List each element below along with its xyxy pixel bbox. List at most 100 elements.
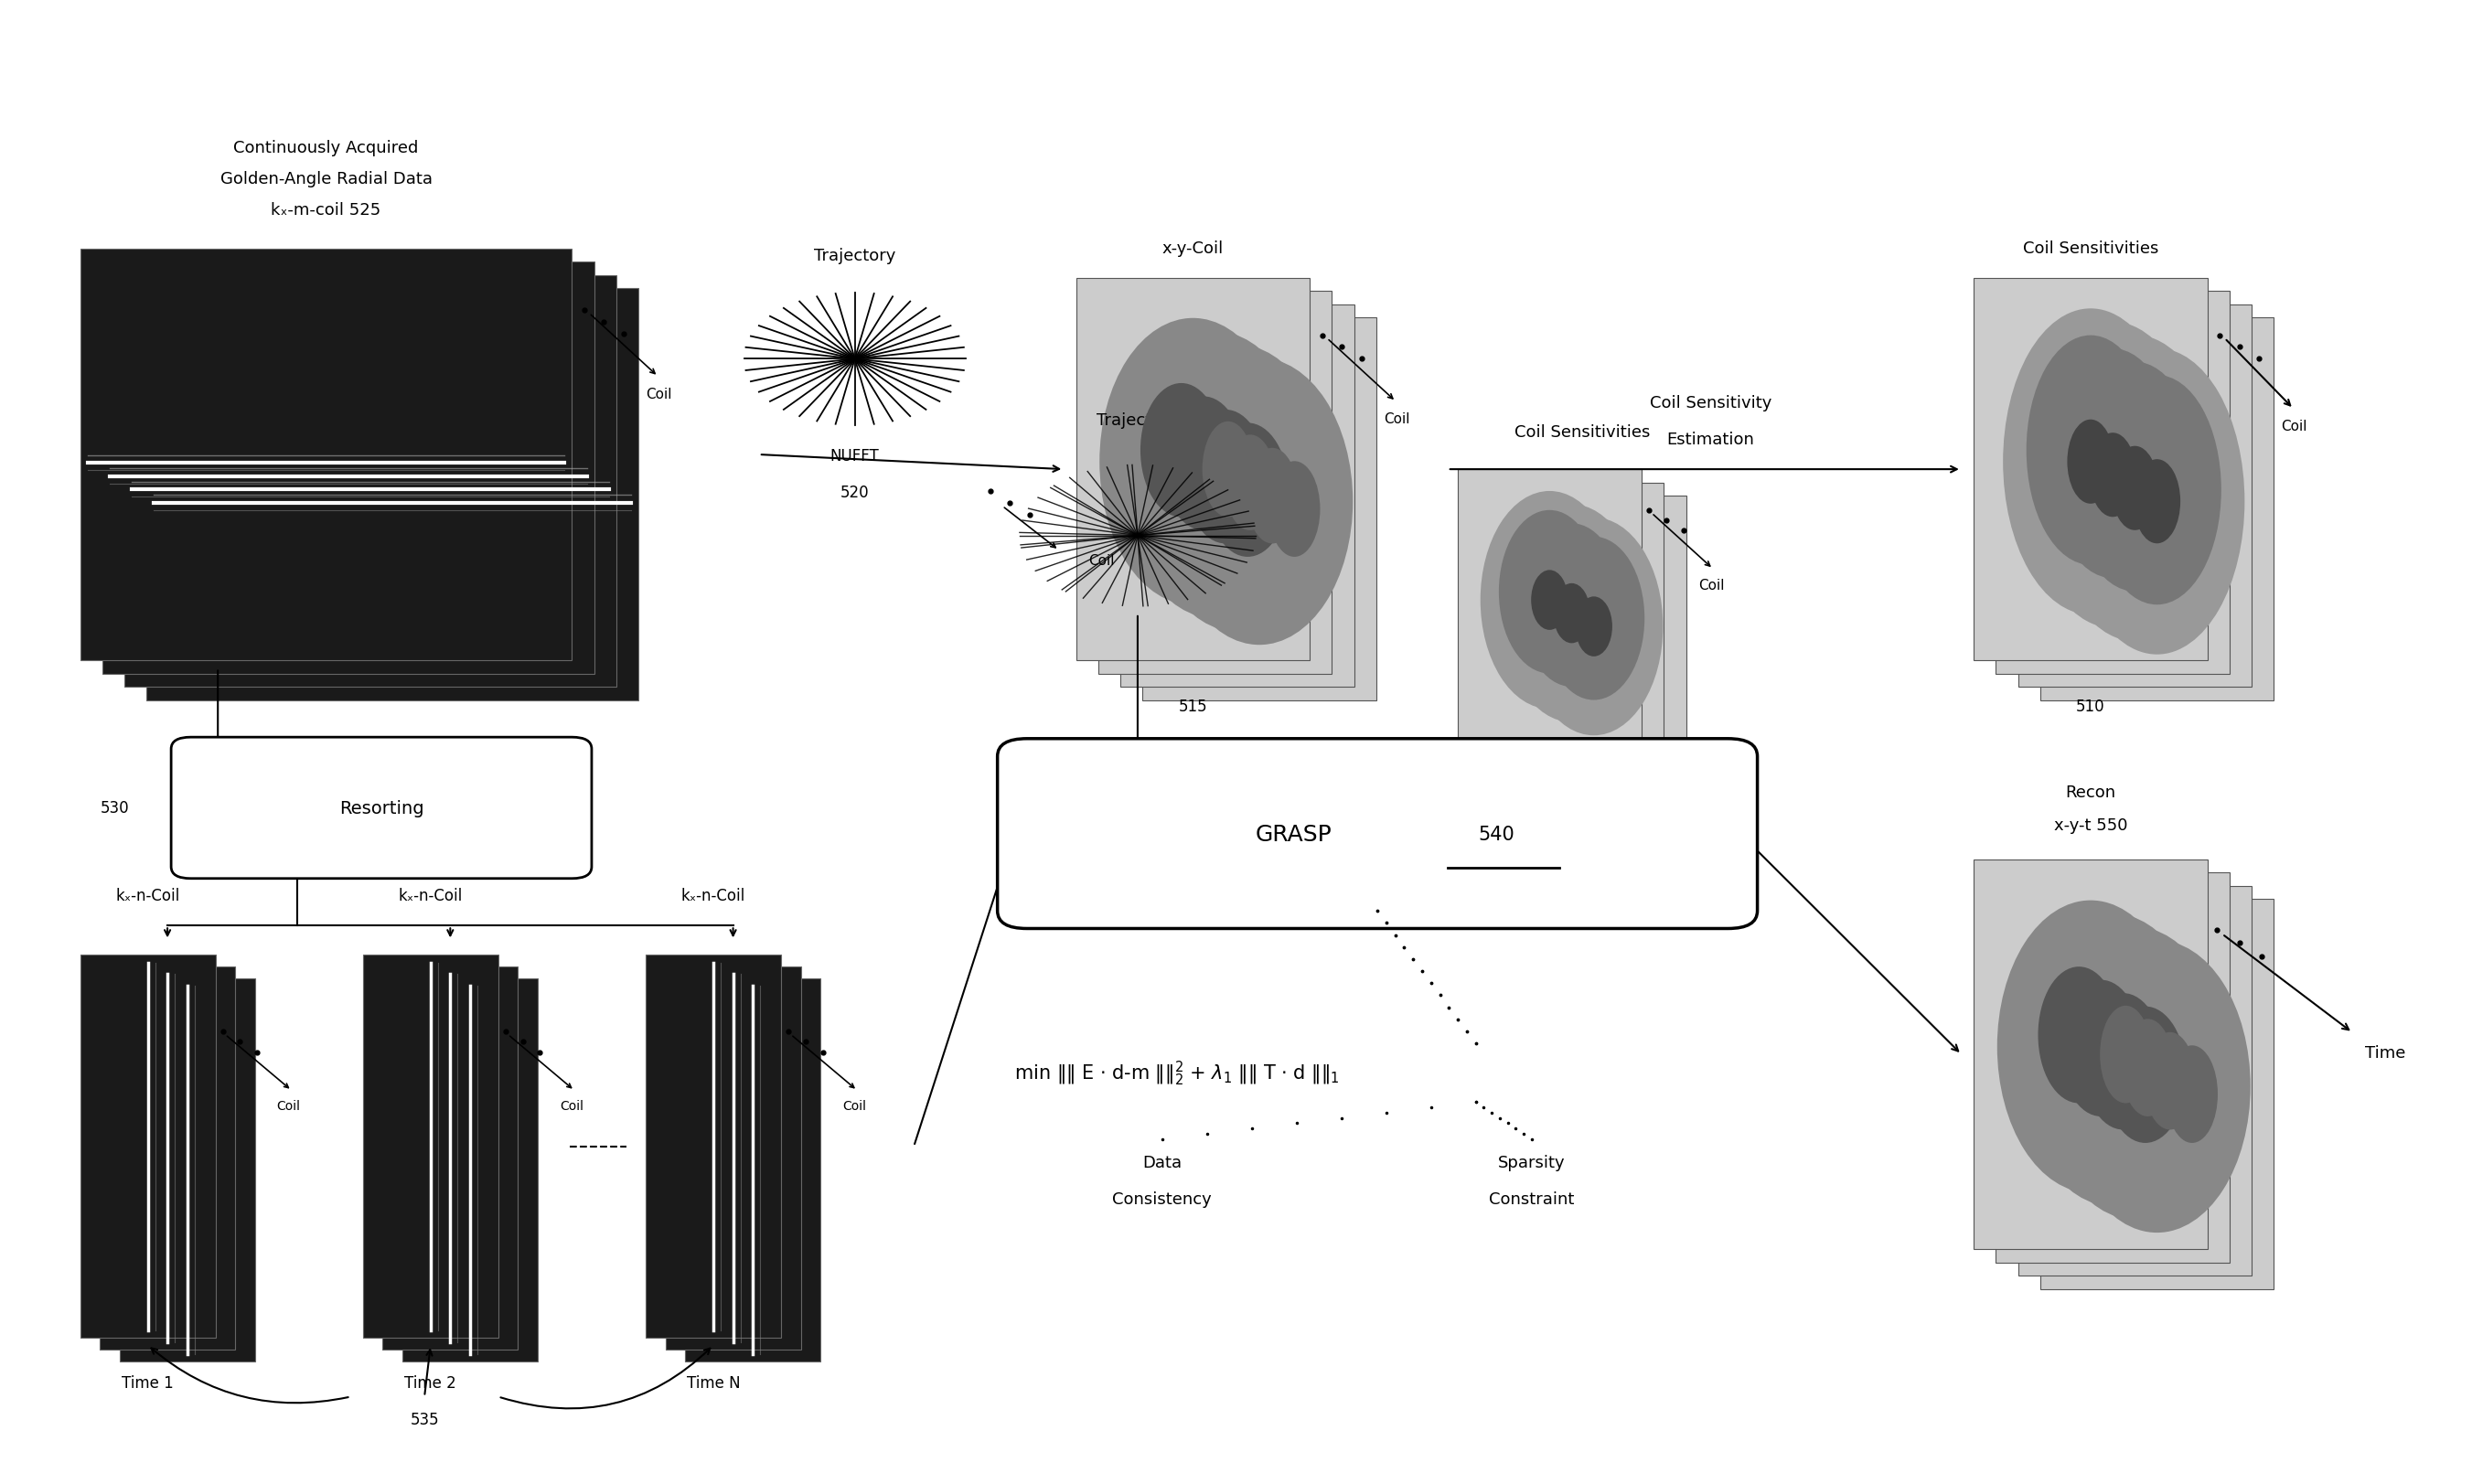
Text: min $\|\|$ E $\cdot$ d-m $\|\|_2^2$ + $\lambda_1$ $\|\|$ T $\cdot$ d $\|\|_1$: min $\|\|$ E $\cdot$ d-m $\|\|_2^2$ + $\… [1014, 1058, 1340, 1088]
Text: x-y-t 550: x-y-t 550 [2054, 816, 2128, 833]
Text: Trajectory: Trajectory [1098, 413, 1179, 429]
Text: 540: 540 [1478, 825, 1515, 843]
Text: Time 2: Time 2 [405, 1374, 457, 1391]
Ellipse shape [1140, 384, 1221, 518]
Text: Time 1: Time 1 [121, 1374, 173, 1391]
Bar [146, 289, 638, 700]
Bar [1995, 292, 2230, 674]
Ellipse shape [2072, 362, 2200, 592]
Ellipse shape [2037, 968, 2121, 1104]
Bar [403, 979, 536, 1361]
Ellipse shape [1575, 597, 1612, 657]
Ellipse shape [2143, 1033, 2195, 1129]
Ellipse shape [2094, 375, 2222, 605]
Ellipse shape [1246, 448, 1298, 545]
Ellipse shape [2121, 1020, 2173, 1116]
Text: 515: 515 [1179, 697, 1206, 714]
Ellipse shape [1122, 332, 1308, 619]
Text: x-y-Coil: x-y-Coil [1162, 240, 1224, 257]
Ellipse shape [2064, 941, 2250, 1233]
Ellipse shape [2042, 928, 2227, 1220]
Text: Coil: Coil [559, 1100, 583, 1113]
Ellipse shape [1552, 583, 1589, 644]
Bar [2039, 899, 2274, 1290]
Text: Coil Sensitivities: Coil Sensitivities [2022, 240, 2158, 257]
Text: Coil Sensitivity: Coil Sensitivity [1649, 395, 1772, 411]
Text: Consistency: Consistency [1112, 1190, 1211, 1206]
Text: Coil: Coil [277, 1100, 302, 1113]
Text: 530: 530 [101, 800, 129, 816]
Ellipse shape [1543, 537, 1644, 700]
Ellipse shape [2133, 460, 2180, 545]
Ellipse shape [1145, 346, 1330, 632]
Text: Sparsity: Sparsity [1498, 1155, 1565, 1171]
Bar [79, 956, 215, 1339]
Text: Time: Time [2366, 1045, 2405, 1061]
Ellipse shape [1100, 319, 1285, 605]
Ellipse shape [1167, 359, 1352, 646]
Bar [1973, 279, 2207, 660]
Ellipse shape [1201, 421, 1253, 518]
Text: Constraint: Constraint [1488, 1190, 1575, 1206]
Text: Coil Sensitivities: Coil Sensitivities [1515, 424, 1651, 441]
Bar [1075, 279, 1310, 660]
Ellipse shape [1503, 505, 1641, 723]
Ellipse shape [1206, 423, 1288, 558]
Text: Recon: Recon [2067, 785, 2116, 801]
Bar [1142, 318, 1377, 700]
Ellipse shape [2069, 349, 2245, 654]
Text: Time N: Time N [687, 1374, 739, 1391]
Ellipse shape [1525, 518, 1664, 736]
Text: Coil: Coil [843, 1100, 865, 1113]
Text: Data: Data [1142, 1155, 1182, 1171]
Ellipse shape [1520, 524, 1622, 687]
Ellipse shape [1268, 462, 1320, 558]
Ellipse shape [2081, 993, 2163, 1129]
Ellipse shape [1997, 901, 2185, 1193]
Ellipse shape [2067, 420, 2114, 505]
Text: Trajectory: Trajectory [813, 248, 895, 264]
FancyBboxPatch shape [171, 738, 591, 879]
Bar [101, 263, 593, 674]
Text: 535: 535 [410, 1411, 440, 1428]
Ellipse shape [1481, 491, 1619, 709]
Ellipse shape [2027, 335, 2156, 565]
Bar [685, 979, 821, 1361]
Bar [2039, 318, 2274, 700]
Ellipse shape [2089, 433, 2136, 518]
Bar [665, 968, 801, 1349]
Bar [363, 956, 499, 1339]
Ellipse shape [2047, 335, 2222, 641]
Bar [1973, 859, 2207, 1250]
Ellipse shape [2025, 322, 2200, 628]
Bar [2017, 886, 2252, 1276]
Bar [1501, 496, 1686, 769]
Ellipse shape [2020, 914, 2205, 1206]
Ellipse shape [1530, 570, 1567, 631]
Ellipse shape [2002, 309, 2178, 616]
Ellipse shape [1224, 435, 1276, 531]
Bar [1458, 470, 1641, 742]
Ellipse shape [2059, 979, 2141, 1116]
Ellipse shape [1498, 510, 1599, 674]
Text: Estimation: Estimation [1666, 432, 1755, 448]
Bar [383, 968, 519, 1349]
Bar [1478, 484, 1664, 755]
Text: GRASP: GRASP [1256, 824, 1332, 844]
Text: kₓ-m-coil 525: kₓ-m-coil 525 [272, 202, 381, 218]
Text: Coil: Coil [1698, 579, 1725, 592]
Text: Coil: Coil [1088, 554, 1115, 567]
Ellipse shape [2104, 1006, 2185, 1143]
Bar [99, 968, 235, 1349]
Ellipse shape [2099, 1006, 2151, 1104]
Bar [1120, 306, 1355, 687]
Text: kₓ-n-Coil: kₓ-n-Coil [682, 887, 747, 904]
Text: Coil: Coil [1384, 413, 1409, 426]
Text: NUFFT: NUFFT [831, 448, 880, 464]
Text: Coil: Coil [645, 387, 672, 401]
Ellipse shape [2111, 447, 2158, 531]
Bar [124, 276, 616, 687]
Text: Continuously Acquired: Continuously Acquired [232, 139, 418, 156]
Ellipse shape [1162, 398, 1243, 531]
Bar [2017, 306, 2252, 687]
